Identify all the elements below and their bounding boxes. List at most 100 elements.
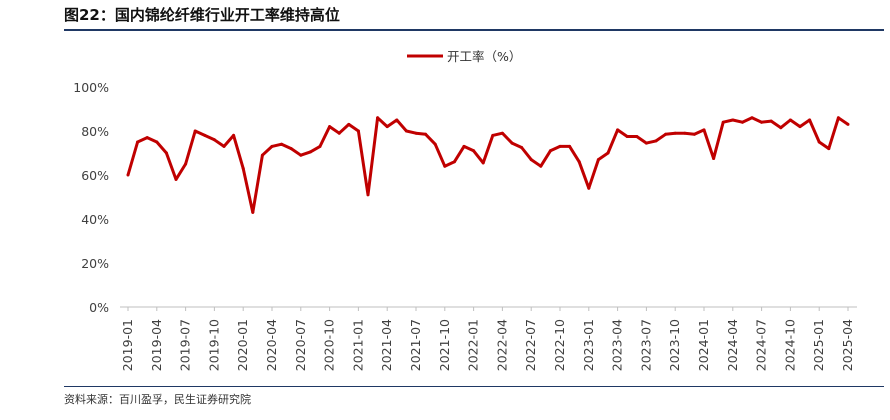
y-tick-label: 80% <box>81 124 109 139</box>
data-point <box>491 133 495 137</box>
legend-label: 开工率（%） <box>447 49 521 64</box>
data-point <box>356 129 360 133</box>
data-point <box>395 118 399 122</box>
data-point <box>136 140 140 144</box>
x-tick-label: 2021-07 <box>408 319 423 371</box>
data-point <box>212 138 216 142</box>
data-point <box>836 116 840 120</box>
y-axis: 0% 20% 40% 60% 80% 100% <box>73 80 109 315</box>
data-point <box>472 149 476 153</box>
data-point <box>827 147 831 151</box>
data-point <box>750 116 754 120</box>
x-tick-label: 2020-04 <box>264 319 279 371</box>
figure-title: 图22：国内锦纶纤维行业开工率维持高位 <box>64 6 340 24</box>
data-point <box>174 177 178 181</box>
x-tick-label: 2021-04 <box>379 319 394 371</box>
data-point <box>568 144 572 148</box>
y-tick-label: 20% <box>81 256 109 271</box>
data-point <box>376 116 380 120</box>
data-point <box>308 150 312 154</box>
x-tick-label: 2022-01 <box>466 319 481 371</box>
data-point <box>558 144 562 148</box>
data-point <box>289 147 293 151</box>
data-point <box>664 132 668 136</box>
data-point <box>596 158 600 162</box>
x-tick-label: 2022-10 <box>552 319 567 371</box>
data-point <box>481 161 485 165</box>
legend: 开工率（%） <box>407 49 521 64</box>
data-point <box>366 193 370 197</box>
data-point <box>232 133 236 137</box>
data-point <box>721 120 725 124</box>
x-axis: 2019-01 2019-04 2019-07 2019-10 2020-01 2020-… <box>120 307 855 371</box>
x-tick-label: 2020-07 <box>293 319 308 371</box>
data-point <box>452 160 456 164</box>
data-point <box>433 142 437 146</box>
source-note: 资料来源：百川盈孚，民生证券研究院 <box>64 393 251 406</box>
data-point <box>692 132 696 136</box>
data-point <box>424 132 428 136</box>
data-point <box>587 186 591 190</box>
data-point <box>740 120 744 124</box>
data-point <box>184 162 188 166</box>
x-tick-label: 2022-07 <box>523 319 538 371</box>
data-point <box>500 131 504 135</box>
x-tick-label: 2024-04 <box>725 319 740 371</box>
data-point <box>155 140 159 144</box>
data-point <box>318 144 322 148</box>
series-group <box>126 116 850 214</box>
data-point <box>510 141 514 145</box>
data-point <box>126 173 130 177</box>
data-point <box>404 129 408 133</box>
x-tick-label: 2024-01 <box>696 319 711 371</box>
data-point <box>347 122 351 126</box>
data-point <box>760 120 764 124</box>
data-point <box>414 131 418 135</box>
title-divider <box>64 29 884 31</box>
data-point <box>260 153 264 157</box>
data-point <box>769 119 773 123</box>
data-point <box>779 126 783 130</box>
data-point <box>731 118 735 122</box>
data-point <box>702 128 706 132</box>
data-point <box>529 158 533 162</box>
data-point <box>385 125 389 129</box>
x-tick-label: 2023-04 <box>610 319 625 371</box>
x-tick-label: 2019-01 <box>120 319 135 371</box>
data-point <box>145 136 149 140</box>
x-tick-label: 2023-07 <box>638 319 653 371</box>
data-point <box>577 160 581 164</box>
x-tick-label: 2025-01 <box>811 319 826 371</box>
data-point <box>616 128 620 132</box>
x-tick-label: 2023-10 <box>667 319 682 371</box>
x-tick-label: 2019-04 <box>149 319 164 371</box>
x-tick-label: 2020-01 <box>235 319 250 371</box>
data-point <box>251 210 255 214</box>
x-tick-label: 2022-04 <box>494 319 509 371</box>
data-point <box>808 118 812 122</box>
data-point <box>203 133 207 137</box>
data-point <box>798 125 802 129</box>
x-tick-label: 2024-07 <box>754 319 769 371</box>
data-point <box>462 144 466 148</box>
data-point <box>817 140 821 144</box>
y-tick-label: 40% <box>81 212 109 227</box>
data-point <box>270 144 274 148</box>
data-point <box>673 131 677 135</box>
x-tick-label: 2020-10 <box>322 319 337 371</box>
data-point <box>635 135 639 138</box>
data-point <box>520 146 524 149</box>
data-point <box>280 142 284 146</box>
data-point <box>337 131 341 135</box>
data-point <box>712 157 716 160</box>
source-divider <box>64 386 884 387</box>
data-point <box>654 139 658 143</box>
data-point <box>683 131 687 135</box>
y-tick-label: 100% <box>73 80 109 95</box>
data-point <box>644 141 648 145</box>
data-point <box>164 151 168 155</box>
line-chart: 开工率（%） 0% 20% 40% 60% 80% 100% 2019-01 2019-04… <box>73 49 857 371</box>
x-tick-label: 2021-10 <box>437 319 452 371</box>
data-point <box>788 118 792 122</box>
data-point <box>443 164 447 168</box>
